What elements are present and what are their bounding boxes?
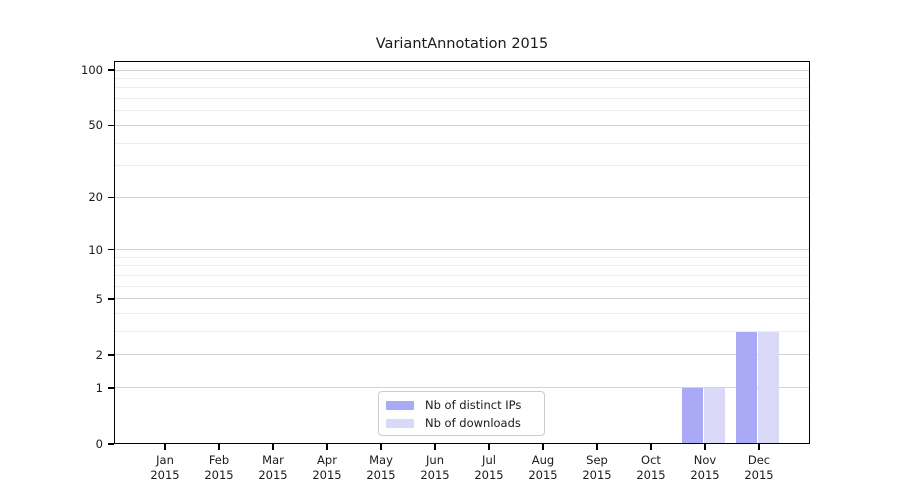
x-tick-label: Oct 2015 <box>621 453 681 483</box>
gridline-minor <box>114 265 810 267</box>
y-tick-label: 100 <box>81 63 103 78</box>
x-tick-label: Mar 2015 <box>243 453 303 483</box>
x-tick-year: 2015 <box>312 468 342 482</box>
x-tick <box>758 444 760 450</box>
y-tick-label: 2 <box>95 347 103 362</box>
legend: Nb of distinct IPs Nb of downloads <box>378 391 545 436</box>
x-tick-month: Dec <box>747 453 771 467</box>
gridline-major <box>114 249 810 251</box>
gridline-minor <box>114 87 810 89</box>
x-tick-year: 2015 <box>582 468 612 482</box>
legend-swatch-distinct-ips <box>386 400 414 410</box>
y-tick-label: 5 <box>95 291 103 306</box>
y-tick <box>108 248 114 251</box>
legend-swatch-downloads <box>386 418 414 428</box>
y-tick-label: 50 <box>88 118 103 133</box>
x-tick-month: Feb <box>208 453 230 467</box>
x-tick-label: May 2015 <box>351 453 411 483</box>
x-tick-year: 2015 <box>636 468 666 482</box>
x-tick-month: Jun <box>426 453 444 467</box>
x-tick <box>434 444 436 450</box>
x-tick <box>542 444 544 450</box>
x-tick-year: 2015 <box>690 468 720 482</box>
legend-label-distinct-ips: Nb of distinct IPs <box>425 398 522 412</box>
x-tick <box>326 444 328 450</box>
legend-item-downloads: Nb of downloads <box>386 415 537 431</box>
x-tick-month: May <box>369 453 393 467</box>
y-tick-label: 1 <box>95 380 103 395</box>
y-tick <box>108 298 114 300</box>
gridline-minor <box>114 331 810 333</box>
y-tick-label: 20 <box>88 190 103 205</box>
gridline-minor <box>114 275 810 277</box>
gridline-minor <box>114 142 810 144</box>
chart-title: VariantAnnotation 2015 <box>375 36 549 52</box>
bar-distinct-ips <box>736 331 757 444</box>
bar-downloads <box>758 331 779 444</box>
gridline-minor <box>114 78 810 80</box>
x-tick <box>488 444 490 450</box>
x-tick-month: Nov <box>693 453 717 467</box>
x-tick-month: Jan <box>156 453 174 467</box>
y-tick-label: 0 <box>95 437 103 451</box>
x-tick-label: Aug 2015 <box>513 453 573 483</box>
x-tick <box>272 444 274 450</box>
gridline-minor <box>114 313 810 315</box>
gridline-minor <box>114 285 810 287</box>
x-tick <box>596 444 598 450</box>
x-tick-year: 2015 <box>474 468 504 482</box>
x-tick-month: Jul <box>482 453 496 467</box>
y-tick <box>108 354 114 356</box>
x-tick-label: Nov 2015 <box>675 453 735 483</box>
x-tick-label: Jul 2015 <box>459 453 519 483</box>
x-tick <box>164 444 166 450</box>
x-tick <box>704 444 706 450</box>
x-tick-label: Feb 2015 <box>189 453 249 483</box>
x-tick-year: 2015 <box>258 468 288 482</box>
x-tick <box>380 444 382 450</box>
gridline-minor <box>114 98 810 100</box>
gridline-major <box>114 124 810 126</box>
gridline-major <box>114 298 810 300</box>
x-tick-month: Oct <box>641 453 661 467</box>
x-tick-label: Dec 2015 <box>729 453 789 483</box>
x-tick-label: Jun 2015 <box>405 453 465 483</box>
bar-distinct-ips <box>682 387 703 444</box>
x-tick-month: Sep <box>586 453 608 467</box>
y-tick <box>108 387 114 389</box>
gridline-minor <box>114 165 810 167</box>
x-tick-year: 2015 <box>150 468 180 482</box>
gridline-minor <box>114 256 810 258</box>
x-tick-month: Aug <box>531 453 555 467</box>
x-tick-year: 2015 <box>366 468 396 482</box>
x-tick-year: 2015 <box>744 468 774 482</box>
legend-item-distinct-ips: Nb of distinct IPs <box>386 397 537 413</box>
y-tick <box>108 443 114 445</box>
y-tick <box>108 69 114 71</box>
bar-downloads <box>704 387 725 444</box>
gridline-major <box>114 387 810 389</box>
legend-label-downloads: Nb of downloads <box>425 416 521 430</box>
gridline-major <box>114 196 810 198</box>
x-tick-month: Mar <box>262 453 284 467</box>
x-tick <box>218 444 220 450</box>
x-tick-label: Sep 2015 <box>567 453 627 483</box>
x-tick <box>650 444 652 450</box>
y-tick-label: 10 <box>88 242 103 257</box>
x-tick-year: 2015 <box>528 468 558 482</box>
gridline-minor <box>114 110 810 112</box>
x-tick-year: 2015 <box>204 468 234 482</box>
x-tick-label: Apr 2015 <box>297 453 357 483</box>
gridline-major <box>114 69 810 71</box>
x-tick-label: Jan 2015 <box>135 453 195 483</box>
x-tick-year: 2015 <box>420 468 450 482</box>
y-tick <box>108 124 114 127</box>
y-tick <box>108 196 114 199</box>
x-tick-month: Apr <box>317 453 337 467</box>
gridline-major <box>114 354 810 356</box>
